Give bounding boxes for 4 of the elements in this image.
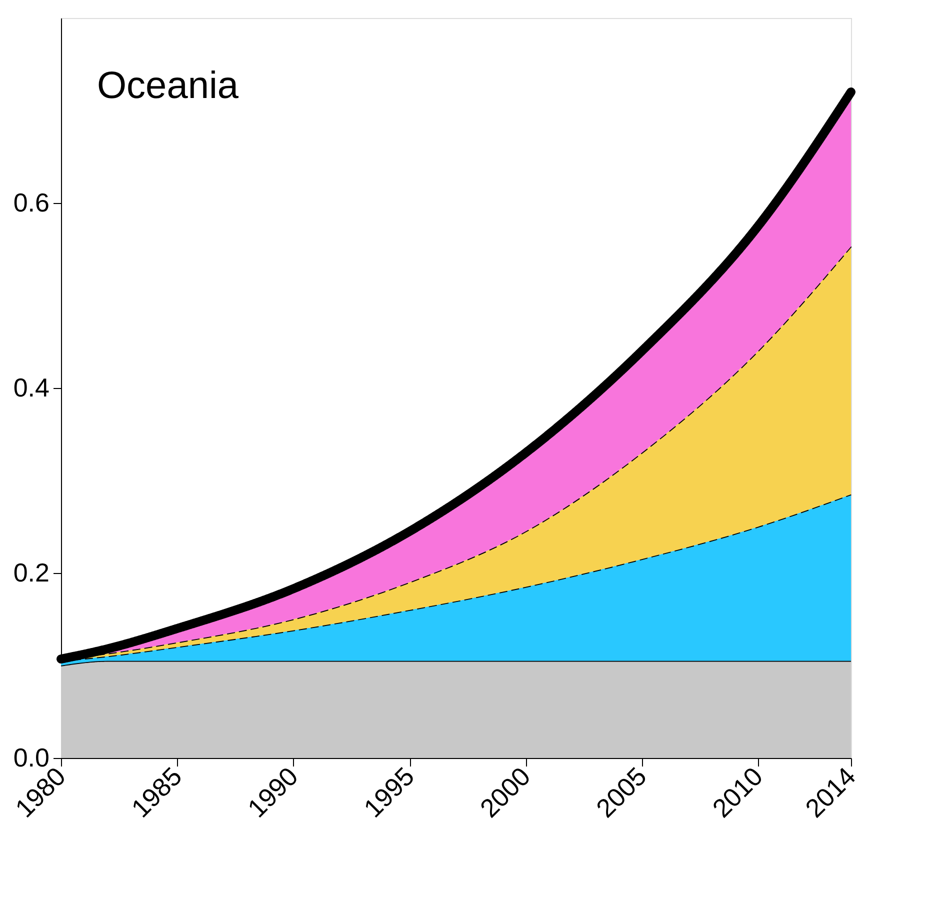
- y-tick-label: 0.4: [13, 372, 50, 402]
- y-tick-label: 0.2: [13, 558, 50, 588]
- y-tick-label: 0.6: [13, 188, 50, 218]
- annotation: Oceania: [97, 65, 240, 107]
